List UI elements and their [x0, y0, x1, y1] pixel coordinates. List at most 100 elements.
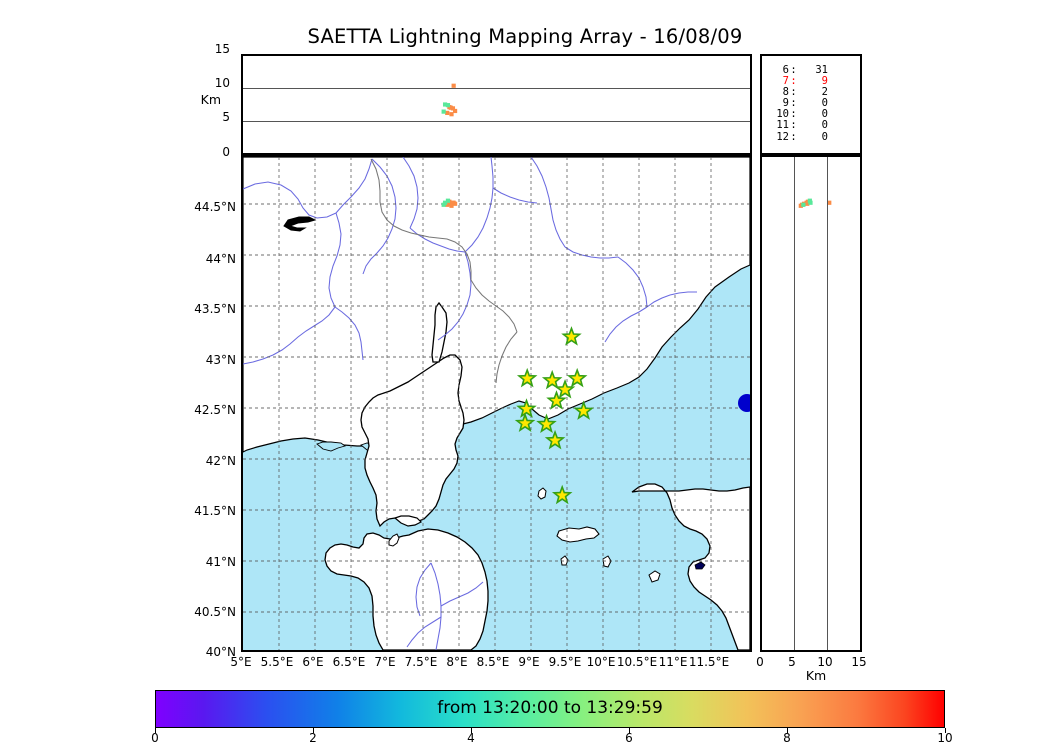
lma-station-marker[interactable]	[554, 378, 576, 399]
right-panel-scatter	[798, 198, 832, 208]
source-point	[450, 106, 456, 111]
map-lat-tick-41: 41°N	[205, 555, 236, 569]
map-lat-tick-42: 42°N	[205, 454, 236, 468]
legend-station-count: 8	[782, 86, 789, 99]
legend-row: 7: 9	[770, 76, 828, 87]
time-colorbar[interactable]	[155, 690, 945, 728]
map-lon-tick-8.5: 8.5°E	[476, 655, 510, 669]
italy-peninsula	[631, 483, 750, 650]
asinara-island	[388, 533, 400, 547]
colorbar-tick-label: 6	[625, 731, 633, 745]
lma-station-marker[interactable]	[573, 400, 594, 420]
lma-station-marker[interactable]	[551, 484, 573, 505]
lightning-map[interactable]	[241, 155, 752, 652]
lma-station-marker[interactable]	[546, 390, 567, 410]
colorbar-tick-label: 8	[783, 731, 791, 745]
source-point	[798, 203, 803, 208]
top-panel-ytick-10: 10	[214, 76, 230, 90]
colorbar-tick-label: 0	[151, 731, 159, 745]
legend-station-count: 10	[776, 108, 789, 121]
legend-source-count: 0	[821, 108, 828, 121]
top-panel-ytick-5: 5	[222, 110, 230, 124]
legend-separator: :	[790, 97, 797, 110]
top-panel-scatter	[441, 83, 458, 117]
map-lon-tick-5.5: 5.5°E	[260, 655, 294, 669]
legend-station-count: 11	[776, 119, 789, 132]
rivers	[243, 157, 697, 650]
colorbar-tick-mark	[313, 728, 314, 733]
legend-source-count: 0	[821, 130, 828, 143]
map-lon-tick-10: 10°E	[586, 655, 616, 669]
map-lat-tick-40.5: 40.5°N	[194, 605, 236, 619]
legend-row: 8: 2	[770, 87, 828, 98]
lma-station-marker[interactable]	[541, 369, 563, 390]
colorbar-tick-label: 10	[937, 731, 953, 745]
map-lat-tick-43: 43°N	[205, 353, 236, 367]
colorbar-tick-mark	[945, 728, 946, 733]
map-canvas	[243, 157, 750, 650]
altitude-vs-latitude-panel[interactable]	[760, 155, 862, 652]
europe-mainland	[243, 157, 750, 453]
source-point	[807, 198, 812, 203]
source-point	[445, 103, 451, 108]
right-panel-xtick-5: 5	[788, 655, 796, 669]
source-point	[450, 200, 456, 205]
right-panel-xtick-10: 10	[817, 655, 833, 669]
lma-station-marker[interactable]	[536, 413, 557, 434]
station-count-legend: 6:31 7:9 8:2 9:0 10:0 11:0 12:0	[760, 54, 862, 155]
source-point	[445, 110, 450, 116]
map-lon-tick-8: 8°E	[446, 655, 468, 669]
legend-source-count: 0	[821, 97, 828, 110]
lma-station-marker[interactable]	[514, 412, 536, 433]
legend-station-count: 6	[782, 64, 789, 76]
legend-row: 11: 0	[770, 120, 828, 131]
source-point	[452, 201, 458, 206]
lma-station-marker[interactable]	[516, 367, 538, 388]
altitude-vs-longitude-panel[interactable]	[241, 54, 752, 155]
pianosa-island	[602, 555, 612, 568]
colorbar-tick-mark	[629, 728, 630, 733]
source-point	[451, 83, 456, 88]
colorbar-tick-mark	[787, 728, 788, 733]
map-lon-tick-9.5: 9.5°E	[548, 655, 582, 669]
colorbar-label: from 13:20:00 to 13:29:59	[437, 698, 663, 718]
map-lon-tick-7: 7°E	[374, 655, 396, 669]
legend-separator: :	[790, 75, 797, 88]
corsica-south-tip	[393, 515, 423, 527]
top-panel-ytick-0: 0	[222, 145, 230, 159]
source-point	[449, 203, 454, 208]
map-lon-tick-6: 6°E	[302, 655, 324, 669]
lma-station-marker[interactable]	[516, 398, 537, 418]
lma-station-marker[interactable]	[544, 429, 566, 450]
lma-station-marker[interactable]	[561, 326, 582, 346]
cap-corse	[431, 301, 448, 363]
map-gridlines	[243, 157, 750, 650]
map-lat-tick-44.5: 44.5°N	[194, 200, 236, 214]
map-lon-tick-11: 11°E	[658, 655, 688, 669]
montecristo-island	[560, 555, 569, 566]
source-point	[827, 200, 832, 205]
source-point	[801, 202, 806, 207]
map-lat-tick-44: 44°N	[205, 252, 236, 266]
map-lon-tick-11.5: 11.5°E	[688, 655, 730, 669]
top-panel-gridline-10	[243, 88, 750, 89]
legend-row: 12: 0	[770, 130, 828, 143]
source-point	[452, 108, 458, 114]
sardinia-island	[324, 528, 489, 650]
legend-separator: :	[790, 130, 797, 143]
legend-separator: :	[790, 108, 797, 121]
source-point	[445, 202, 450, 207]
legend-source-count: 0	[821, 119, 828, 132]
lma-station-marker[interactable]	[566, 367, 588, 388]
colorbar-tick-label: 2	[309, 731, 317, 745]
source-point	[445, 198, 451, 203]
legend-separator: :	[790, 86, 797, 99]
legend-row: 10: 0	[770, 109, 828, 120]
source-point	[441, 202, 446, 207]
legend-separator: :	[790, 64, 797, 76]
source-point	[449, 112, 454, 117]
lake-geneva	[283, 216, 317, 232]
map-source-scatter	[441, 198, 458, 208]
legend-row: 6: 31	[770, 65, 828, 76]
right-panel-gridline-5	[794, 157, 795, 650]
